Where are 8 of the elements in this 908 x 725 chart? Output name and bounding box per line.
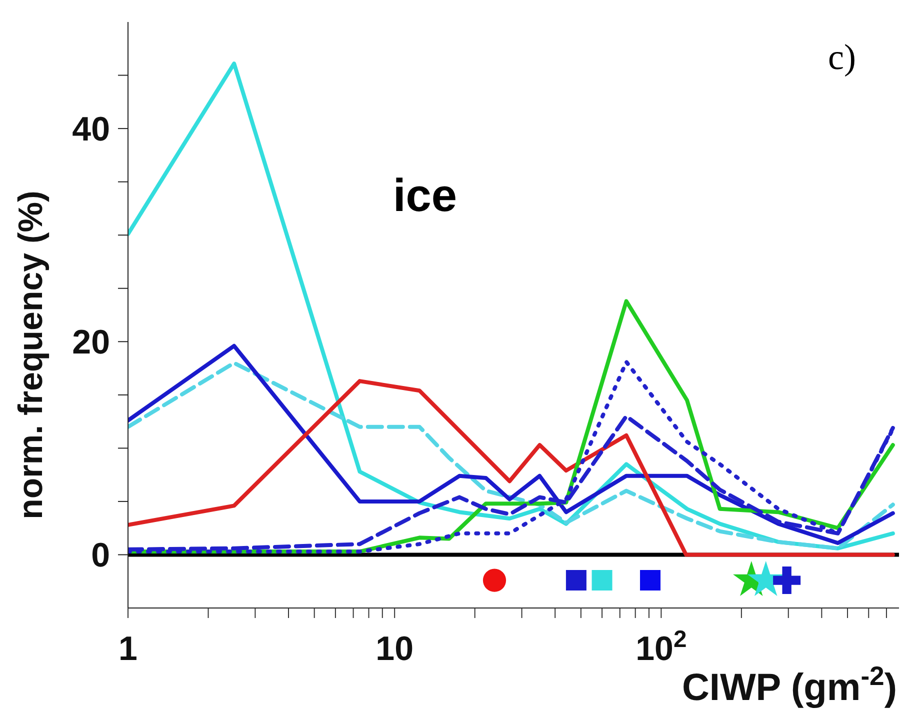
x-tick-label: 1 xyxy=(118,630,138,668)
annotation: c) xyxy=(828,36,856,78)
x-tick-label: 10 xyxy=(376,630,414,668)
y-tick-label: 0 xyxy=(91,536,110,575)
y-axis-title: norm. frequency (%) xyxy=(12,190,50,520)
y-tick-label: 20 xyxy=(72,324,110,362)
annotation: ice xyxy=(393,168,457,222)
y-tick-label: 40 xyxy=(72,110,110,149)
